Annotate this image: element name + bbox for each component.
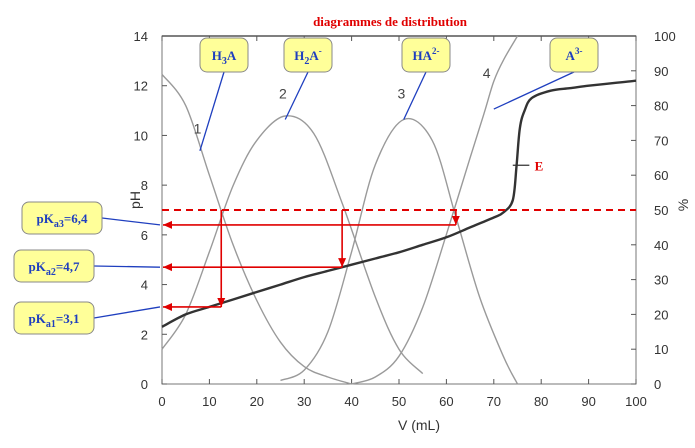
- y-left-tick-label: 12: [134, 79, 148, 94]
- callout-pointer: [284, 71, 309, 120]
- pka-callout-pointer: [93, 306, 161, 319]
- distribution-curve-line: [280, 117, 519, 385]
- y-right-tick-label: 10: [654, 342, 668, 357]
- callout-pointer: [493, 71, 575, 110]
- distribution-curve-line: [161, 115, 424, 375]
- y-right-tick-label: 40: [654, 238, 668, 253]
- callout-species-label: H2A-: [294, 46, 322, 67]
- y-right-tick-label: 30: [654, 273, 668, 288]
- callout-species-label: HA2-: [412, 46, 439, 63]
- pka-value-label: pKa2=4,7: [28, 259, 80, 278]
- curve-number-label: 1: [194, 120, 202, 136]
- pka-callout-box: [13, 301, 95, 335]
- x-tick-label: 60: [439, 394, 453, 409]
- x-tick-label: 90: [581, 394, 595, 409]
- pka-value-label: pKa3=6,4: [36, 211, 88, 230]
- titration-curve-label: E: [535, 158, 544, 173]
- x-tick-label: 30: [297, 394, 311, 409]
- species-callout: A3-: [493, 37, 599, 110]
- x-tick-label: 0: [158, 394, 165, 409]
- callout-box: [199, 37, 249, 73]
- x-tick-label: 50: [392, 394, 406, 409]
- y-right-tick-label: 60: [654, 168, 668, 183]
- y-right-tick-label: 90: [654, 64, 668, 79]
- y-right-axis-label: %: [675, 199, 691, 211]
- curve-number-label: 2: [279, 86, 287, 102]
- species-callout: H3A: [199, 37, 249, 152]
- distribution-curve-line: [351, 35, 519, 385]
- pka-value-label: pKa1=3,1: [28, 311, 79, 330]
- pka-callout: pKa3=6,4: [21, 201, 161, 235]
- callout-pointer: [403, 71, 427, 120]
- x-axis-label: V (mL): [398, 417, 440, 433]
- callout-species-label: H3A: [212, 48, 237, 67]
- pka-callout-box: [21, 201, 103, 235]
- y-right-tick-label: 50: [654, 203, 668, 218]
- y-right-tick-label: 0: [654, 377, 661, 392]
- pka-callout-box: [13, 249, 95, 283]
- y-left-tick-label: 6: [141, 228, 148, 243]
- y-left-tick-label: 4: [141, 278, 148, 293]
- callout-species-label: A3-: [566, 46, 583, 63]
- pka-callout: pKa1=3,1: [13, 301, 161, 335]
- y-left-tick-label: 14: [134, 29, 148, 44]
- y-left-tick-label: 10: [134, 128, 148, 143]
- pka-callout: pKa2=4,7: [13, 249, 161, 283]
- x-tick-label: 20: [250, 394, 264, 409]
- titration-curve-line: [161, 79, 637, 328]
- callout-box: [549, 37, 599, 73]
- y-right-tick-label: 20: [654, 307, 668, 322]
- y-right-tick-label: 100: [654, 29, 676, 44]
- x-tick-label: 40: [344, 394, 358, 409]
- x-tick-label: 100: [625, 394, 647, 409]
- species-callout: HA2-: [401, 37, 451, 120]
- callout-box: [401, 37, 451, 73]
- callout-box: [283, 37, 333, 73]
- y-left-tick-label: 8: [141, 178, 148, 193]
- pka-callout-pointer: [101, 217, 161, 226]
- x-tick-label: 10: [202, 394, 216, 409]
- curve-number-label: 3: [397, 86, 405, 102]
- curve-number-label: 4: [483, 65, 491, 81]
- species-callout: H2A-: [283, 37, 333, 120]
- y-left-axis-label: pH: [127, 191, 143, 209]
- callout-pointer: [199, 71, 225, 152]
- y-left-tick-label: 0: [141, 377, 148, 392]
- x-tick-label: 80: [534, 394, 548, 409]
- chart-title: diagrammes de distribution: [313, 14, 468, 29]
- y-right-tick-label: 80: [654, 99, 668, 114]
- x-tick-label: 70: [487, 394, 501, 409]
- pka-callout-pointer: [93, 265, 161, 268]
- y-left-tick-label: 2: [141, 327, 148, 342]
- y-right-tick-label: 70: [654, 133, 668, 148]
- distribution-curve-line: [161, 73, 352, 385]
